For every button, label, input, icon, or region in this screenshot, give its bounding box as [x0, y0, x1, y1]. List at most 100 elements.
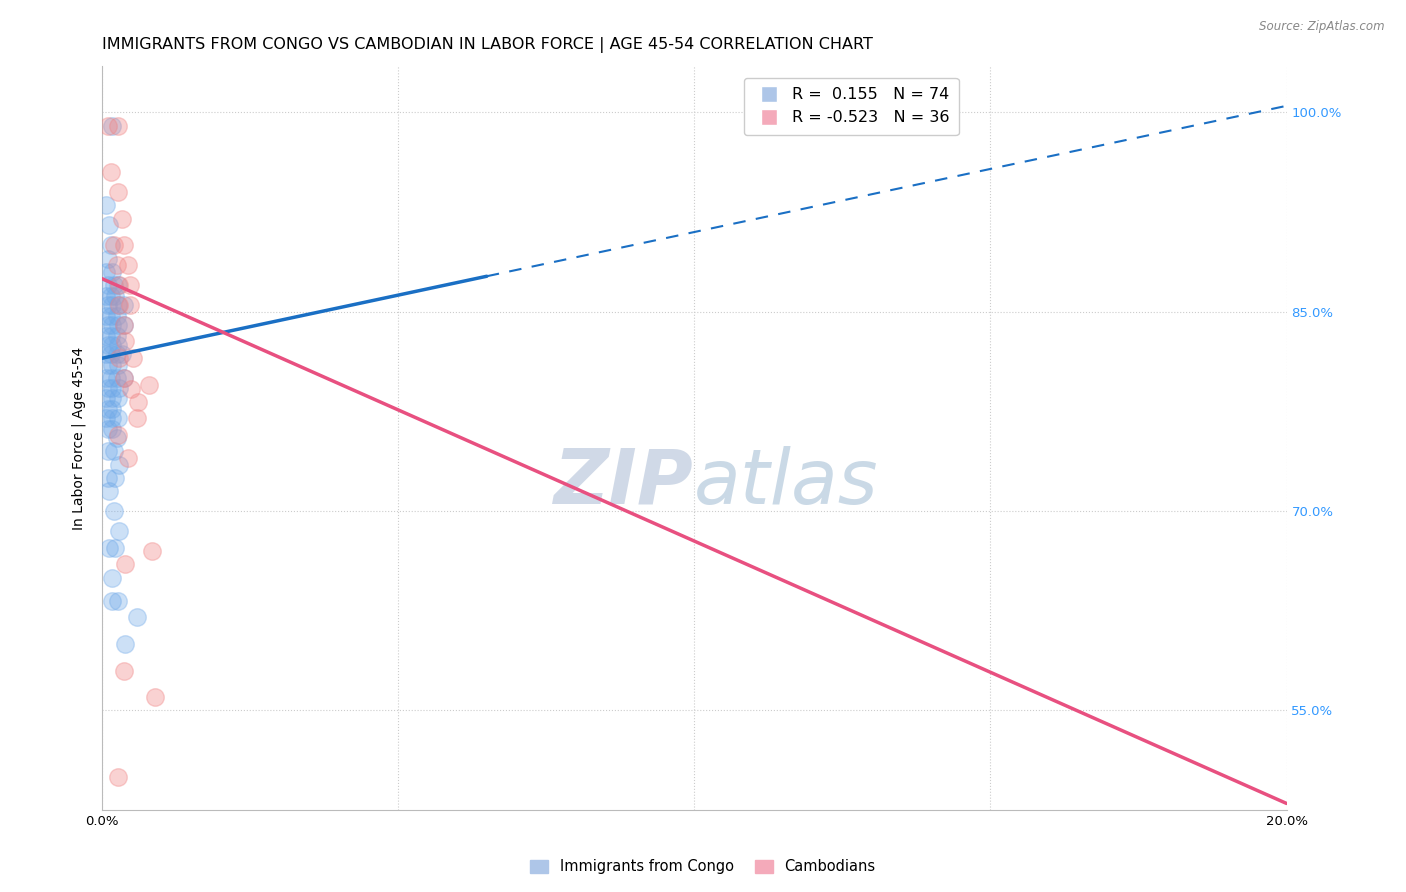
Point	[100, 347, 122, 361]
Point	[103, 444, 125, 458]
Point	[112, 298, 135, 312]
Point	[103, 278, 125, 293]
Text: ZIP: ZIP	[554, 446, 695, 520]
Point	[97, 278, 120, 293]
Point	[114, 558, 136, 572]
Point	[101, 401, 124, 416]
Point	[107, 391, 129, 405]
Point	[100, 165, 122, 179]
Point	[107, 298, 129, 312]
Point	[107, 770, 129, 784]
Point	[141, 544, 163, 558]
Point	[101, 358, 124, 372]
Point	[101, 119, 124, 133]
Point	[120, 382, 142, 396]
Text: Source: ZipAtlas.com: Source: ZipAtlas.com	[1260, 20, 1385, 33]
Point	[97, 219, 120, 233]
Point	[103, 504, 125, 518]
Point	[107, 411, 129, 425]
Point	[96, 289, 118, 303]
Point	[100, 328, 122, 343]
Point	[114, 637, 136, 651]
Point	[96, 347, 118, 361]
Point	[127, 395, 149, 409]
Point	[127, 852, 149, 866]
Point	[111, 347, 134, 361]
Point	[114, 334, 136, 348]
Point	[108, 883, 131, 892]
Point	[96, 328, 118, 343]
Point	[108, 380, 131, 394]
Point	[105, 431, 128, 445]
Point	[101, 298, 124, 312]
Point	[101, 391, 124, 405]
Point	[105, 328, 128, 343]
Point	[101, 380, 124, 394]
Point	[96, 309, 118, 323]
Point	[120, 278, 142, 293]
Point	[107, 185, 129, 199]
Point	[97, 380, 120, 394]
Point	[105, 371, 128, 385]
Point	[121, 351, 143, 366]
Point	[100, 238, 122, 252]
Point	[100, 289, 122, 303]
Point	[97, 338, 120, 352]
Point	[104, 541, 127, 556]
Point	[101, 411, 124, 425]
Point	[104, 471, 127, 485]
Point	[97, 422, 120, 436]
Point	[100, 371, 122, 385]
Point	[108, 278, 131, 293]
Point	[127, 610, 149, 624]
Point	[97, 298, 120, 312]
Point	[111, 211, 134, 226]
Point	[108, 458, 131, 472]
Point	[107, 358, 129, 372]
Point	[101, 318, 124, 332]
Point	[108, 298, 131, 312]
Text: atlas: atlas	[695, 446, 879, 520]
Point	[117, 258, 139, 272]
Point	[97, 318, 120, 332]
Point	[97, 119, 120, 133]
Point	[105, 347, 128, 361]
Point	[107, 119, 129, 133]
Point	[101, 422, 124, 436]
Point	[97, 252, 120, 266]
Point	[97, 444, 120, 458]
Legend: Immigrants from Congo, Cambodians: Immigrants from Congo, Cambodians	[524, 854, 882, 880]
Point	[101, 338, 124, 352]
Point	[96, 411, 118, 425]
Point	[97, 541, 120, 556]
Point	[96, 265, 118, 279]
Point	[112, 664, 135, 678]
Point	[105, 309, 128, 323]
Point	[103, 238, 125, 252]
Point	[127, 411, 149, 425]
Point	[101, 265, 124, 279]
Point	[97, 358, 120, 372]
Legend: R =  0.155   N = 74, R = -0.523   N = 36: R = 0.155 N = 74, R = -0.523 N = 36	[744, 78, 959, 135]
Point	[112, 318, 135, 332]
Point	[104, 289, 127, 303]
Point	[117, 450, 139, 465]
Point	[96, 371, 118, 385]
Text: IMMIGRANTS FROM CONGO VS CAMBODIAN IN LABOR FORCE | AGE 45-54 CORRELATION CHART: IMMIGRANTS FROM CONGO VS CAMBODIAN IN LA…	[101, 37, 873, 54]
Point	[105, 258, 128, 272]
Point	[112, 318, 135, 332]
Point	[107, 428, 129, 442]
Point	[96, 198, 118, 212]
Point	[108, 351, 131, 366]
Point	[101, 570, 124, 584]
Point	[100, 309, 122, 323]
Point	[120, 298, 142, 312]
Point	[107, 278, 129, 293]
Point	[112, 371, 135, 385]
Point	[138, 377, 160, 392]
Point	[97, 401, 120, 416]
Point	[97, 471, 120, 485]
Point	[107, 594, 129, 608]
Point	[97, 484, 120, 499]
Point	[96, 391, 118, 405]
